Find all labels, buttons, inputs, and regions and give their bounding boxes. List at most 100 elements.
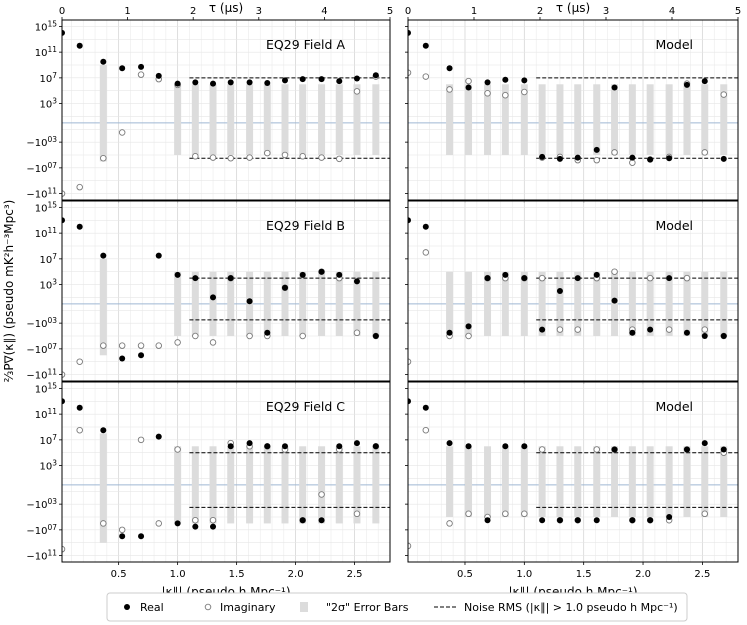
imaginary-point: [538, 274, 546, 282]
real-point: [465, 84, 472, 91]
legend: Real Imaginary "2σ" Error Bars Noise RMS (|…: [106, 592, 688, 622]
y-tick-label: −1011: [26, 368, 57, 382]
real-point: [281, 284, 288, 291]
imaginary-point: [611, 268, 618, 275]
real-point: [502, 271, 509, 278]
real-point: [647, 326, 654, 333]
y-tick-label: −1011: [26, 549, 57, 563]
error-bar: [465, 271, 473, 336]
error-bar: [665, 84, 673, 155]
imaginary-point: [209, 516, 217, 524]
imaginary-point: [299, 153, 306, 160]
error-bar: [538, 84, 546, 155]
error-bar: [209, 446, 217, 524]
real-point: [100, 427, 107, 434]
error-bar: [227, 271, 235, 336]
error-bar: [738, 272, 745, 336]
real-point: [119, 65, 126, 72]
imaginary-point: [137, 436, 145, 444]
real-point: [192, 275, 199, 282]
y-tick-base: 10: [39, 436, 52, 447]
real-point: [138, 533, 145, 540]
error-bar: [611, 271, 619, 336]
y-tick-base: 10: [35, 203, 48, 214]
imaginary-point: [465, 77, 472, 85]
y-tick-exponent: 7: [52, 71, 57, 80]
imaginary-point: [100, 520, 107, 527]
x-tick-label: 1.5: [576, 569, 592, 580]
real-point: [62, 217, 65, 224]
error-bar: [318, 446, 326, 524]
real-point: [611, 84, 618, 91]
error-bar: [484, 271, 492, 336]
panel-plot-area: [408, 382, 738, 562]
real-point: [611, 297, 618, 304]
y-tick-label: 1011: [35, 45, 58, 59]
imaginary-point: [155, 342, 162, 349]
real-point: [647, 156, 654, 163]
error-bar: [174, 446, 182, 524]
tau-tick-label: 1: [471, 6, 477, 17]
imaginary-point: [720, 91, 728, 98]
error-bar: [263, 446, 271, 524]
imaginary-point: [521, 88, 528, 96]
x-tick-label: 0.5: [111, 569, 127, 580]
y-tick-exponent: 07: [47, 342, 57, 351]
tau-tick-label: 2: [537, 6, 543, 17]
y-tick-label: −1011: [26, 187, 57, 201]
imaginary-point: [299, 332, 306, 340]
y-tick-exponent: 7: [52, 433, 57, 442]
error-bar: [683, 446, 691, 517]
y-tick-exponent: 15: [47, 381, 57, 390]
imaginary-point: [174, 339, 181, 346]
error-bar: [191, 271, 199, 336]
y-tick-exponent: 07: [47, 523, 57, 532]
imaginary-point: [137, 71, 145, 78]
real-point: [521, 77, 528, 84]
error-bar: [628, 271, 636, 336]
error-bar: [593, 84, 601, 155]
real-point: [281, 443, 288, 450]
real-point: [446, 440, 453, 447]
y-tick-exponent: 15: [47, 19, 57, 28]
real-point: [391, 447, 397, 453]
x-tick-label: 0.5: [457, 569, 473, 580]
real-point: [539, 517, 546, 524]
error-bar: [574, 271, 582, 336]
error-bar: [720, 84, 728, 155]
legend-real-marker: [124, 604, 130, 610]
imaginary-point: [209, 154, 217, 161]
imaginary-point: [318, 154, 325, 161]
legend-imaginary-marker: [204, 603, 212, 611]
error-bar: [446, 271, 454, 336]
real-point: [683, 446, 690, 453]
y-tick-label: 107: [39, 252, 57, 266]
error-bar: [646, 84, 654, 155]
error-bar: [318, 271, 326, 336]
error-bar: [520, 271, 528, 336]
error-bar: [318, 84, 326, 155]
error-bar: [227, 446, 235, 524]
tau-axis-label: τ (μs): [556, 1, 590, 15]
y-tick-base: −10: [26, 526, 47, 537]
y-tick-base: 10: [39, 462, 52, 473]
y-tick-label: −1007: [26, 523, 57, 537]
real-point: [210, 523, 217, 530]
real-point: [484, 517, 491, 524]
imaginary-point: [701, 326, 709, 333]
error-bar: [446, 446, 454, 517]
error-bar: [99, 65, 107, 162]
y-tick-label: 1011: [35, 226, 58, 240]
y-tick-base: 10: [39, 74, 52, 85]
imaginary-point: [353, 329, 361, 337]
imaginary-point: [336, 155, 343, 163]
real-point: [318, 76, 325, 83]
y-tick-base: 10: [35, 22, 48, 33]
real-point: [422, 42, 429, 49]
real-point: [502, 443, 509, 450]
imaginary-point: [76, 358, 83, 365]
error-bar: [390, 272, 397, 336]
real-point: [174, 271, 181, 278]
y-tick-base: −10: [26, 138, 47, 149]
